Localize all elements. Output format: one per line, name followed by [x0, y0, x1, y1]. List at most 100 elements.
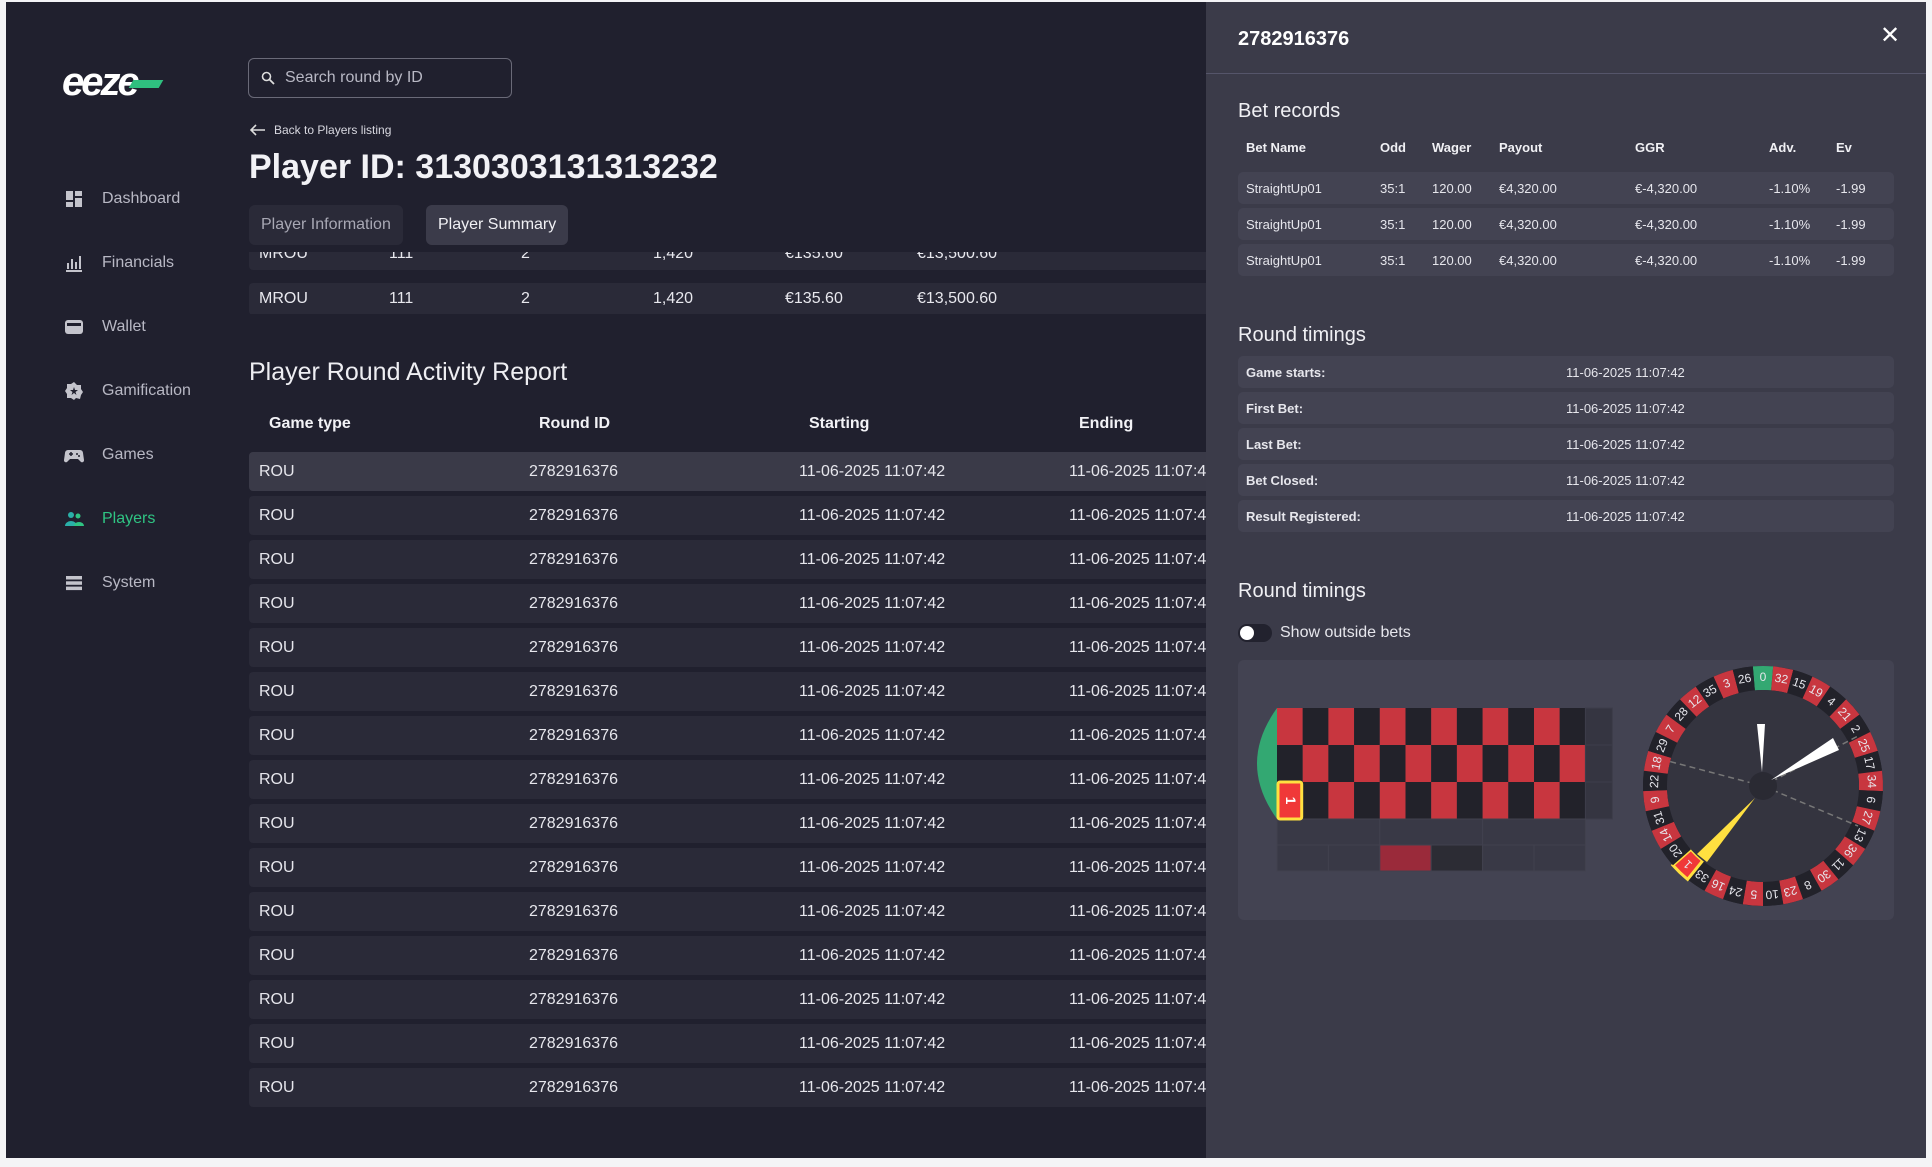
number-cell[interactable] [1302, 708, 1329, 745]
number-cell[interactable] [1354, 745, 1380, 782]
outside-bet-cell[interactable] [1327, 844, 1381, 872]
sidebar-item-system[interactable]: System [64, 568, 155, 598]
number-cell[interactable] [1328, 708, 1355, 745]
column-bet-cell[interactable] [1584, 707, 1613, 746]
table-row[interactable]: ROU 2782916376 11-06-2025 11:07:42 11-06-20… [249, 804, 1206, 843]
number-cell[interactable] [1456, 745, 1483, 782]
number-cell[interactable] [1456, 782, 1483, 819]
number-cell[interactable] [1431, 745, 1457, 782]
table-cell: 11-06-2025 11:07:42 [799, 991, 946, 1008]
table-cell: ROU [259, 859, 295, 876]
number-cell[interactable] [1559, 708, 1586, 745]
table-row[interactable]: ROU 2782916376 11-06-2025 11:07:42 11-06-20… [249, 892, 1206, 931]
number-cell[interactable] [1379, 782, 1406, 819]
wheel-number: 15 [1791, 675, 1809, 693]
sidebar-item-wallet[interactable]: Wallet [64, 312, 146, 342]
number-cell[interactable] [1328, 782, 1355, 819]
table-cell: 2782916376 [529, 771, 618, 788]
number-cell[interactable] [1302, 745, 1329, 782]
number-cell[interactable] [1405, 745, 1432, 782]
sidebar-item-label: Wallet [102, 318, 146, 335]
number-cell[interactable] [1379, 745, 1406, 782]
sidebar-item-players[interactable]: Players [64, 504, 155, 534]
table-row[interactable]: ROU 2782916376 11-06-2025 11:07:42 11-06-20… [249, 980, 1206, 1019]
number-cell[interactable] [1534, 708, 1560, 745]
table-row[interactable]: ROU 2782916376 11-06-2025 11:07:42 11-06-20… [249, 540, 1206, 579]
outside-bet-cell[interactable] [1482, 844, 1535, 872]
panel-header: 2782916376 ✕ [1206, 2, 1926, 74]
tab-player-summary[interactable]: Player Summary [426, 205, 569, 245]
number-cell[interactable] [1482, 708, 1509, 745]
number-cell[interactable] [1431, 708, 1457, 745]
table-row[interactable]: ROU 2782916376 11-06-2025 11:07:42 11-06-20… [249, 760, 1206, 799]
tab-player-information[interactable]: Player Information [249, 205, 403, 245]
timing-value: 11-06-2025 11:07:42 [1566, 509, 1685, 524]
wheel-number: 0 [1760, 670, 1767, 684]
column-bet-cell[interactable] [1584, 744, 1613, 783]
outside-bet-cell[interactable] [1430, 844, 1484, 872]
number-cell[interactable] [1379, 708, 1406, 745]
number-cell[interactable] [1405, 708, 1432, 745]
number-cell[interactable] [1354, 782, 1380, 819]
wheel-number: 24 [1727, 883, 1744, 900]
number-cell[interactable] [1431, 782, 1457, 819]
outside-bet-cell[interactable] [1533, 844, 1586, 872]
number-cell[interactable] [1482, 745, 1509, 782]
table-row[interactable]: ROU 2782916376 11-06-2025 11:07:42 11-06-20… [249, 936, 1206, 975]
table-row[interactable]: ROU 2782916376 11-06-2025 11:07:42 11-06-20… [249, 496, 1206, 535]
bet-cell: 120.00 [1432, 181, 1472, 196]
zero-cell[interactable] [1257, 708, 1277, 819]
number-cell[interactable] [1508, 745, 1534, 782]
table-row[interactable]: ROU 2782916376 11-06-2025 11:07:42 11-06-20… [249, 452, 1206, 491]
table-cell: ROU [259, 507, 295, 524]
number-cell[interactable] [1456, 708, 1483, 745]
number-cell[interactable] [1534, 782, 1560, 819]
wheel-pocket [1848, 731, 1878, 758]
show-outside-bets-toggle[interactable] [1238, 624, 1272, 642]
back-to-players-link[interactable]: Back to Players listing [250, 123, 391, 137]
close-icon[interactable]: ✕ [1879, 22, 1901, 49]
table-cell: 11-06-2025 11:07:42 [799, 1079, 946, 1096]
number-cell[interactable] [1482, 782, 1509, 819]
wheel-pocket [1787, 669, 1813, 699]
summary-cell: 1,420 [653, 290, 694, 307]
table-cell: 2782916376 [529, 1035, 618, 1052]
table-cell: ROU [259, 1035, 295, 1052]
dozen-bet-cell[interactable] [1482, 818, 1586, 846]
bet-cell: €-4,320.00 [1635, 217, 1698, 232]
column-header: Round ID [539, 415, 611, 432]
table-row[interactable]: ROU 2782916376 11-06-2025 11:07:42 11-06-20… [249, 716, 1206, 755]
dozen-bet-cell[interactable] [1276, 818, 1381, 846]
number-cell[interactable] [1405, 782, 1432, 819]
number-cell[interactable] [1559, 745, 1586, 782]
table-row[interactable]: ROU 2782916376 11-06-2025 11:07:42 11-06-20… [249, 1024, 1206, 1063]
table-row[interactable]: ROU 2782916376 11-06-2025 11:07:42 11-06-20… [249, 1068, 1206, 1107]
column-bet-cell[interactable] [1584, 781, 1613, 820]
page-title: Player ID: 3130303131313232 [249, 148, 718, 186]
table-cell: 11-06-2025 11:07:42 [1069, 683, 1206, 700]
number-cell[interactable] [1302, 782, 1329, 819]
table-row[interactable]: ROU 2782916376 11-06-2025 11:07:42 11-06-20… [249, 628, 1206, 667]
number-cell[interactable] [1277, 708, 1303, 745]
table-row[interactable]: ROU 2782916376 11-06-2025 11:07:42 11-06-20… [249, 672, 1206, 711]
dozen-bet-cell[interactable] [1379, 818, 1484, 846]
table-row[interactable]: ROU 2782916376 11-06-2025 11:07:42 11-06-20… [249, 584, 1206, 623]
number-cell[interactable] [1534, 745, 1560, 782]
search-icon [261, 71, 275, 85]
number-cell[interactable] [1328, 745, 1355, 782]
sidebar-item-dashboard[interactable]: Dashboard [64, 184, 180, 214]
table-row[interactable]: ROU 2782916376 11-06-2025 11:07:42 11-06-20… [249, 848, 1206, 887]
sidebar-item-financials[interactable]: Financials [64, 248, 174, 278]
number-cell[interactable] [1354, 708, 1380, 745]
number-cell[interactable] [1508, 708, 1534, 745]
search-round-input[interactable]: Search round by ID [248, 58, 512, 98]
timing-label: First Bet: [1246, 401, 1304, 416]
number-cell[interactable] [1277, 745, 1303, 782]
wallet-icon [65, 320, 83, 334]
outside-bet-cell[interactable] [1276, 844, 1329, 872]
number-cell[interactable] [1508, 782, 1534, 819]
sidebar-item-games[interactable]: Games [64, 440, 154, 470]
outside-bet-cell[interactable] [1379, 844, 1432, 872]
sidebar-item-gamification[interactable]: Gamification [64, 376, 191, 406]
number-cell[interactable] [1559, 782, 1586, 819]
